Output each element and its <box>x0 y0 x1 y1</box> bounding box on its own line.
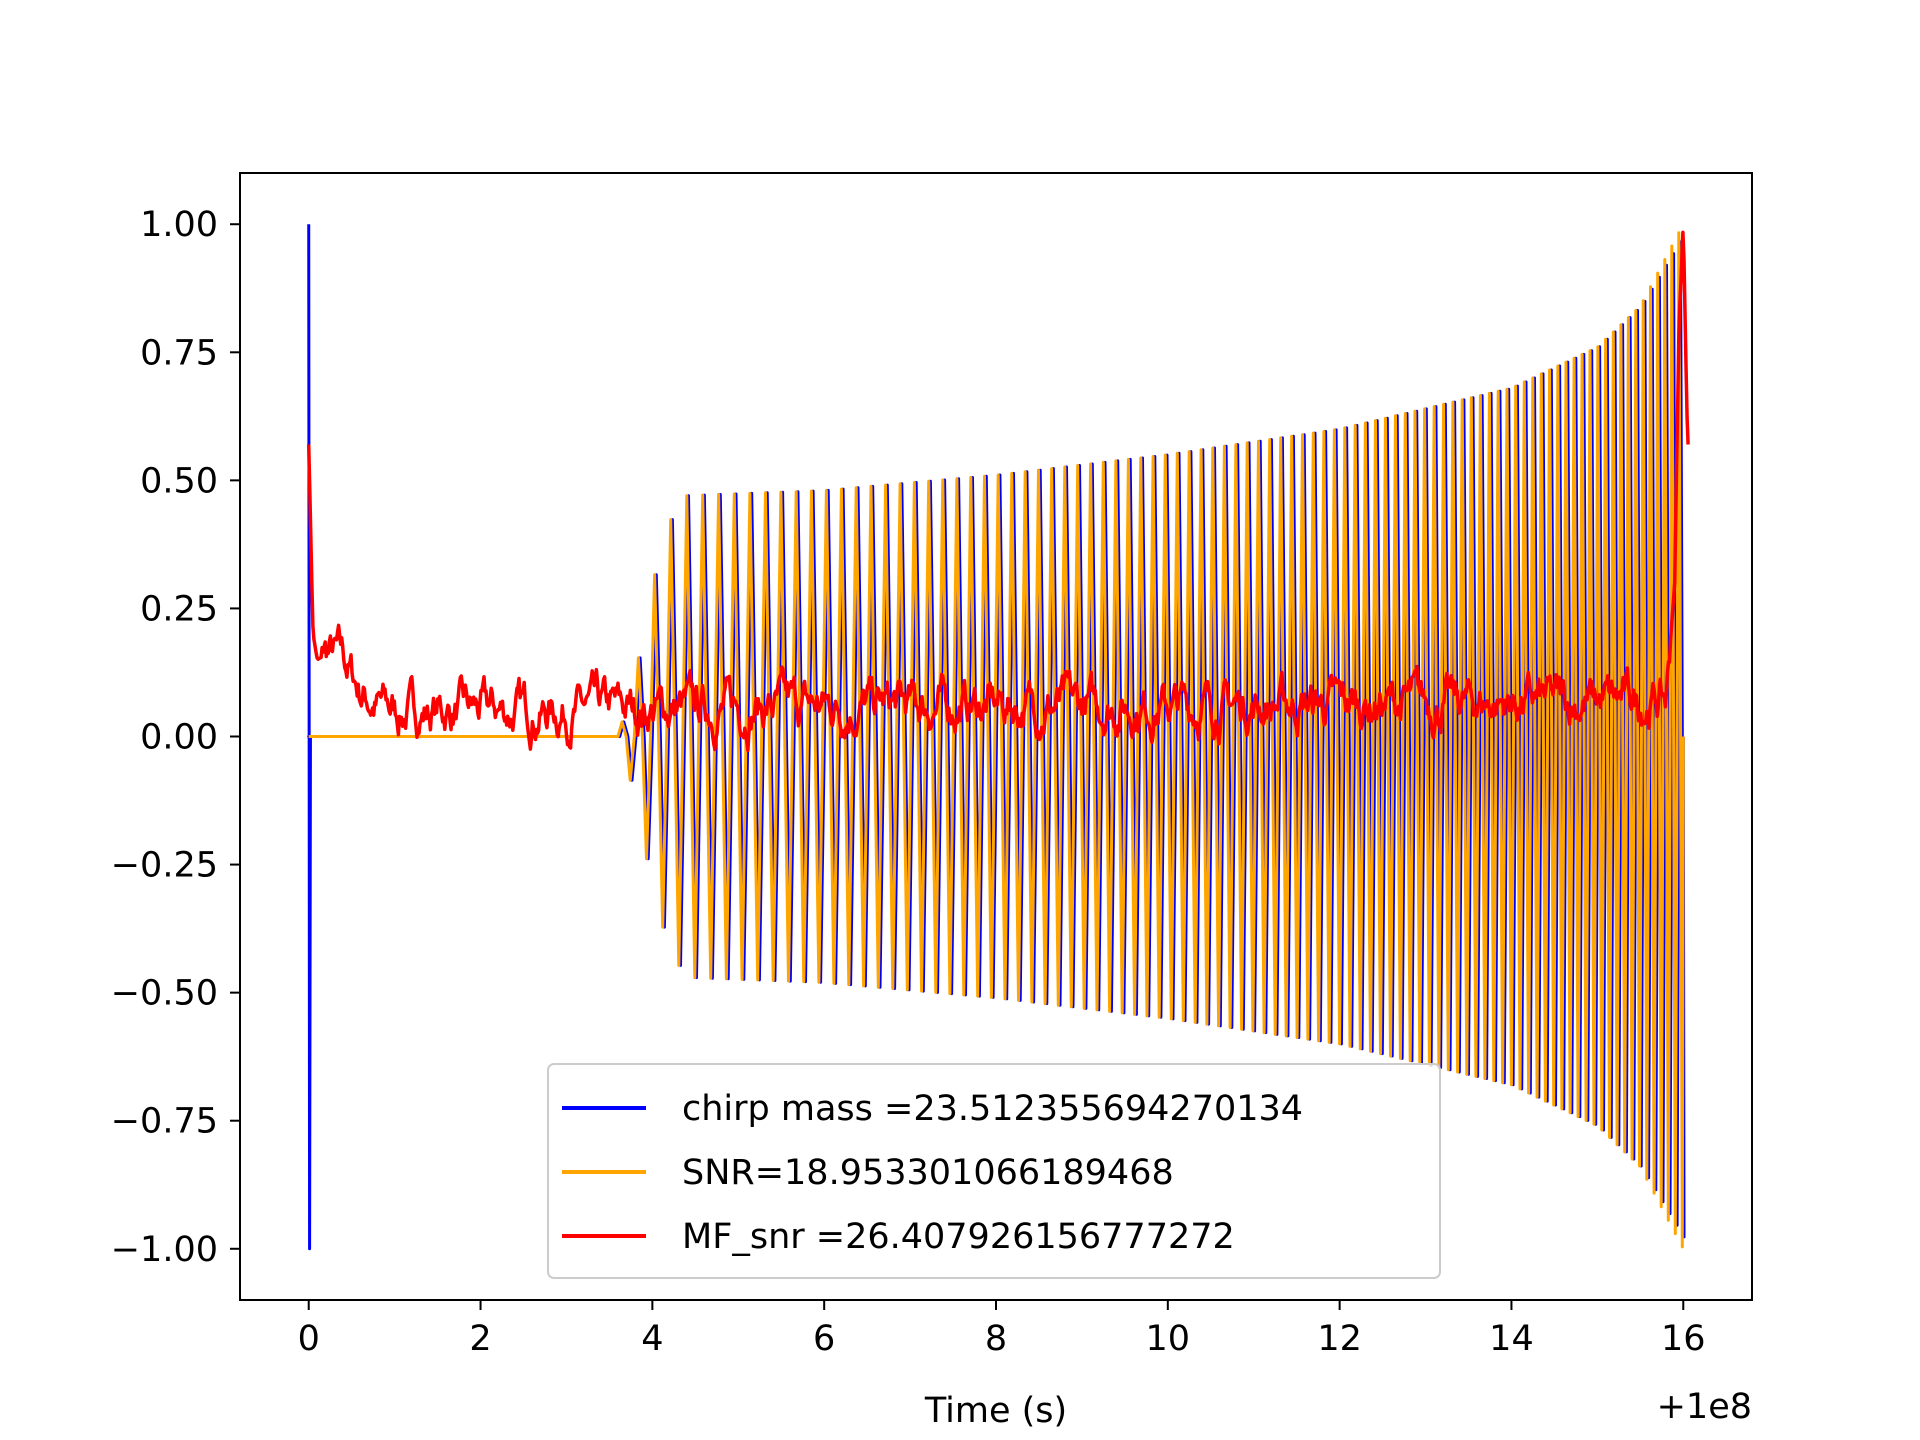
y-tick-label: 0.50 <box>140 461 218 501</box>
x-axis: 0 2 4 6 8 10 12 14 16 <box>298 1300 1706 1359</box>
legend-label: chirp mass =23.512355694270134 <box>682 1089 1303 1129</box>
y-tick-label: −0.50 <box>111 974 218 1014</box>
y-tick-label: −0.75 <box>111 1102 218 1142</box>
series-line-mf-snr <box>306 230 1690 753</box>
x-axis-label: Time (s) <box>924 1391 1067 1431</box>
x-tick-label: 10 <box>1146 1319 1191 1359</box>
x-tick-label: 2 <box>469 1319 491 1359</box>
series-layer <box>306 224 1690 1251</box>
x-tick-label: 14 <box>1489 1319 1534 1359</box>
x-tick-label: 4 <box>641 1319 663 1359</box>
x-axis-offset-label: +1e8 <box>1657 1387 1752 1427</box>
legend-label: MF_snr =26.407926156777272 <box>682 1217 1235 1257</box>
x-tick-label: 6 <box>813 1319 835 1359</box>
legend: chirp mass =23.512355694270134 SNR=18.953… <box>547 1063 1441 1279</box>
x-tick-label: 12 <box>1317 1319 1362 1359</box>
series-line-snr <box>308 231 1685 1249</box>
x-tick-label: 0 <box>298 1319 320 1359</box>
x-tick-label: 16 <box>1661 1319 1706 1359</box>
y-tick-label: −1.00 <box>111 1230 218 1270</box>
legend-label: SNR=18.953301066189468 <box>682 1153 1174 1193</box>
y-tick-label: 0.00 <box>140 718 218 758</box>
legend-box <box>547 1063 1441 1279</box>
y-axis: 1.00 0.75 0.50 0.25 0.00 −0.25 −0.50 −0.75 −1.00 <box>111 205 240 1270</box>
x-tick-label: 8 <box>985 1319 1007 1359</box>
y-tick-label: −0.25 <box>111 846 218 886</box>
y-tick-label: 0.75 <box>140 333 218 373</box>
y-tick-label: 1.00 <box>140 205 218 245</box>
y-tick-label: 0.25 <box>140 589 218 629</box>
